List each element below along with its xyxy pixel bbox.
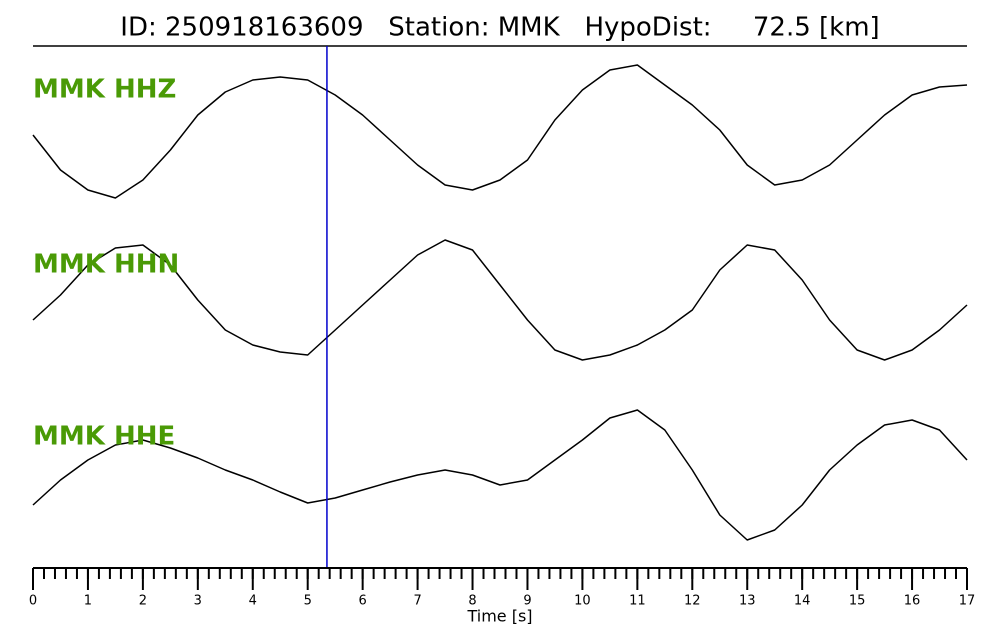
- trace: [32, 239, 968, 361]
- chart-title: ID: 250918163609 Station: MMK HypoDist: …: [120, 13, 879, 43]
- trace: [32, 409, 968, 541]
- trace-label: MMK HHZ: [33, 75, 176, 105]
- x-tick-label: 15: [849, 594, 866, 609]
- x-tick-label: 9: [523, 594, 531, 609]
- x-tick-label: 7: [413, 594, 421, 609]
- trace-label: MMK HHN: [33, 250, 179, 280]
- x-tick-label: 16: [904, 594, 921, 609]
- x-tick-label: 5: [304, 594, 312, 609]
- x-axis-label: Time [s]: [466, 607, 532, 626]
- x-tick-label: 1: [84, 594, 92, 609]
- x-tick-label: 12: [684, 594, 701, 609]
- x-tick-label: 2: [139, 594, 147, 609]
- trace: [32, 64, 968, 199]
- x-tick-label: 3: [194, 594, 202, 609]
- x-tick-label: 13: [739, 594, 756, 609]
- trace-label: MMK HHE: [33, 422, 175, 452]
- x-tick-label: 11: [629, 594, 646, 609]
- x-tick-label: 14: [794, 594, 811, 609]
- x-tick-label: 0: [29, 594, 37, 609]
- x-tick-label: 8: [468, 594, 476, 609]
- x-tick-label: 4: [249, 594, 257, 609]
- x-tick-label: 17: [959, 594, 976, 609]
- x-tick-label: 6: [359, 594, 367, 609]
- x-tick-label: 10: [574, 594, 591, 609]
